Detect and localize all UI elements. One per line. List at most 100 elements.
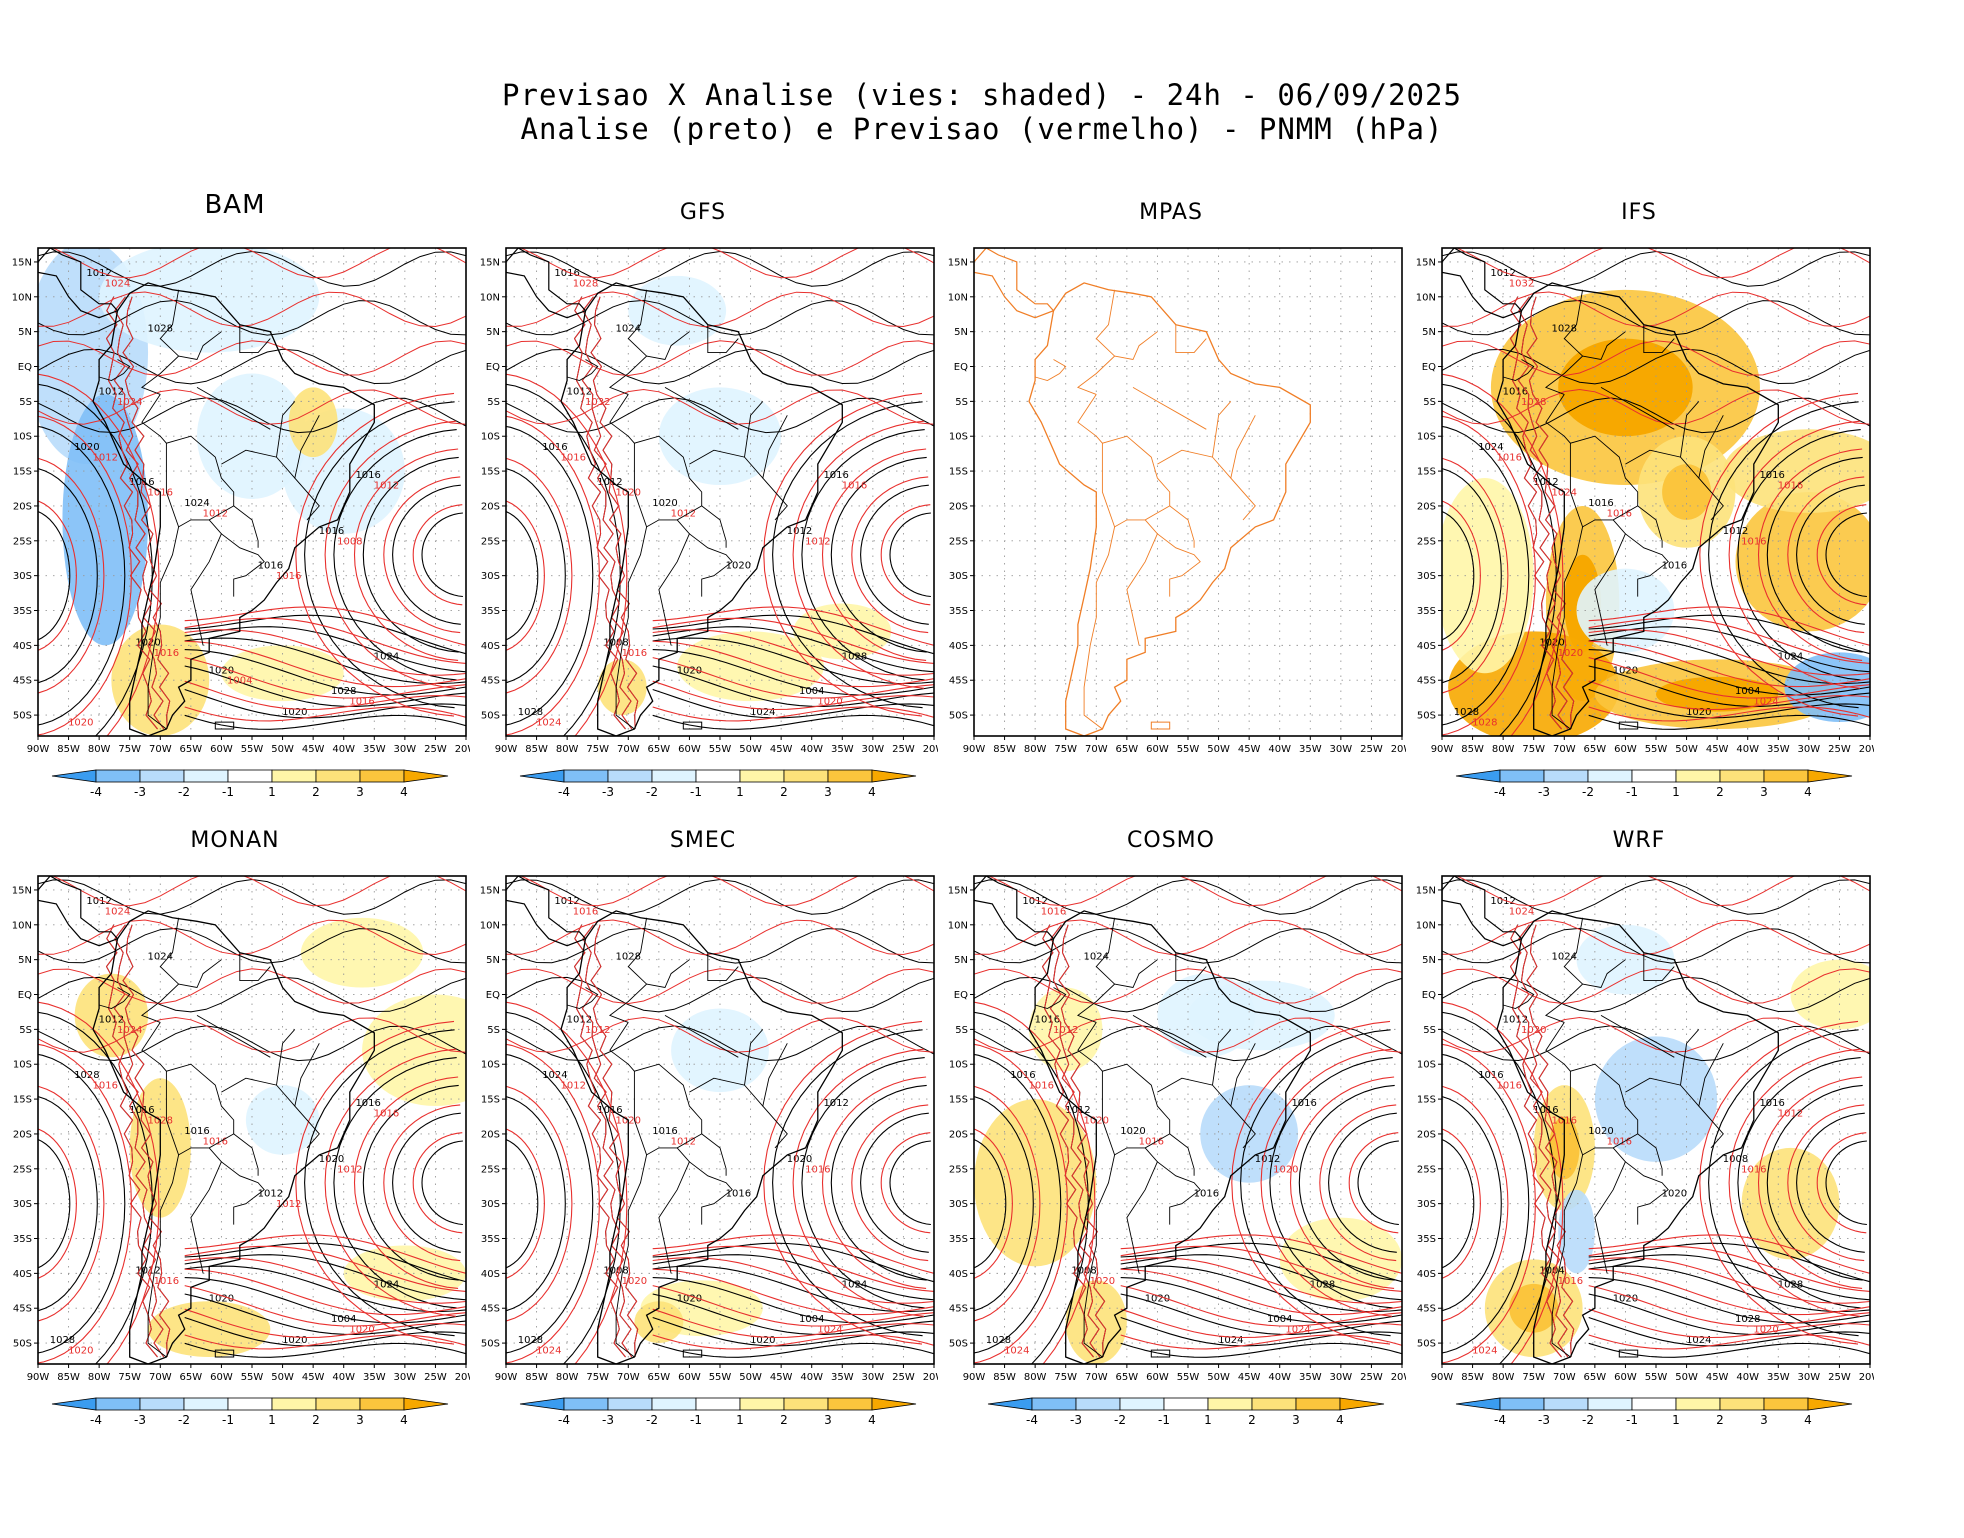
isobar — [1588, 1342, 1870, 1358]
isobar — [1787, 476, 1865, 634]
isobar-label: 1016 — [1139, 1136, 1164, 1147]
isobar — [1442, 1053, 1530, 1354]
y-tick-label: EQ — [486, 990, 500, 1001]
bias-area — [1558, 1189, 1595, 1274]
colorbar-label: 4 — [868, 1413, 876, 1427]
isobar — [324, 420, 457, 689]
isobar-label: 1012 — [787, 526, 812, 537]
y-tick-label: 5N — [954, 955, 968, 966]
isobar — [590, 296, 639, 730]
country-border — [609, 1022, 727, 1176]
panel-gfs: GFS 1016 1012 1012 1016 1020 1020 1024 1028 1024 1… — [468, 200, 938, 910]
x-tick-label: 40W — [800, 744, 823, 755]
country-border — [1680, 401, 1700, 458]
isobar — [184, 1268, 466, 1316]
x-tick-label: 35W — [831, 744, 854, 755]
country-border — [608, 917, 648, 1023]
colorbar-segment — [783, 769, 829, 783]
plot-background — [974, 248, 1402, 736]
isobar — [1442, 1085, 1509, 1322]
country-border — [147, 526, 180, 730]
x-tick-label: 65W — [648, 744, 671, 755]
isobar-label: 1016 — [154, 1276, 179, 1287]
y-tick-label: 40S — [13, 641, 32, 652]
country-border — [566, 359, 599, 381]
country-border — [1680, 1029, 1700, 1086]
isobar — [38, 1138, 71, 1269]
isobar — [1348, 1132, 1399, 1234]
isobar-label: 1020 — [787, 1154, 812, 1165]
isobar — [383, 1104, 461, 1262]
colorbar-label: -2 — [646, 1413, 658, 1427]
coastline — [1442, 248, 1523, 319]
colorbar-label: -2 — [1582, 785, 1594, 799]
country-border — [1083, 526, 1116, 730]
colorbar-segment — [315, 1397, 361, 1411]
map-plot: 1012101210161016101210201020102410241028… — [12, 875, 470, 1427]
x-tick-label: 25W — [1360, 744, 1383, 755]
x-tick-label: 45W — [302, 744, 325, 755]
isobar — [38, 299, 466, 336]
isobar-label: 1024 — [1285, 1325, 1310, 1336]
y-tick-label: 15N — [12, 885, 32, 896]
isobar-label: 1016 — [561, 453, 586, 464]
colorbar-label: -1 — [1626, 785, 1638, 799]
y-tick-label: 40S — [13, 1269, 32, 1280]
x-tick-label: 85W — [57, 744, 80, 755]
x-tick-label: 50W — [1207, 744, 1230, 755]
colorbar-label: -1 — [1626, 1413, 1638, 1427]
y-tick-label: EQ — [1422, 362, 1436, 373]
isobar-label: 1028 — [1310, 1279, 1335, 1290]
y-tick-label: 20S — [1417, 1129, 1436, 1140]
coastline — [1496, 910, 1779, 1364]
y-tick-label: 15S — [949, 467, 968, 478]
x-tick-label: 75W — [118, 744, 141, 755]
colorbar-arrow-low — [51, 1397, 97, 1411]
x-tick-label: 55W — [709, 744, 732, 755]
isobar — [1442, 425, 1530, 726]
isobar — [1588, 1254, 1870, 1301]
x-tick-label: 45W — [770, 744, 793, 755]
isobar — [383, 476, 461, 634]
y-tick-label: 20S — [13, 501, 32, 512]
isobar — [1588, 1242, 1870, 1283]
isobar-label: 1016 — [805, 1164, 830, 1175]
colorbar-label: 3 — [356, 785, 364, 799]
isobar — [506, 1016, 934, 1053]
isobar — [1588, 640, 1870, 688]
isobar-label: 1020 — [622, 1276, 647, 1287]
bias-area — [671, 1008, 769, 1093]
x-tick-label: 25W — [1828, 744, 1851, 755]
x-tick-label: 20W — [923, 1372, 938, 1383]
y-tick-label: 15N — [480, 885, 500, 896]
y-tick-label: 40S — [1417, 1269, 1436, 1280]
country-border — [1212, 401, 1232, 458]
coastline — [1150, 1349, 1171, 1358]
isobar-label: 1028 — [842, 651, 867, 662]
isobar — [506, 291, 934, 328]
y-tick-label: 25S — [481, 536, 500, 547]
isobar — [184, 680, 466, 711]
x-tick-label: 80W — [556, 1372, 579, 1383]
x-tick-label: 90W — [963, 744, 986, 755]
isobar — [974, 919, 1402, 956]
isobar — [38, 510, 71, 641]
isobar-label: 1020 — [1686, 707, 1711, 718]
colorbar-arrow-low — [519, 1397, 565, 1411]
country-border — [1114, 959, 1158, 989]
isobar-label: 1016 — [1558, 1276, 1583, 1287]
colorbar-segment — [783, 1397, 829, 1411]
y-tick-label: 30S — [481, 1199, 500, 1210]
isobar — [38, 291, 466, 328]
colorbar-label: 4 — [1804, 785, 1812, 799]
coastline — [560, 282, 843, 736]
isobar-label: 1012 — [1053, 1025, 1078, 1036]
y-tick-label: 10S — [481, 432, 500, 443]
isobar-label: 1024 — [1552, 952, 1577, 963]
coastline — [38, 876, 119, 947]
isobar — [506, 415, 600, 736]
isobar — [1757, 1076, 1863, 1289]
colorbar-label: -4 — [1494, 785, 1506, 799]
x-tick-label: 90W — [27, 744, 50, 755]
isobar — [506, 425, 594, 726]
